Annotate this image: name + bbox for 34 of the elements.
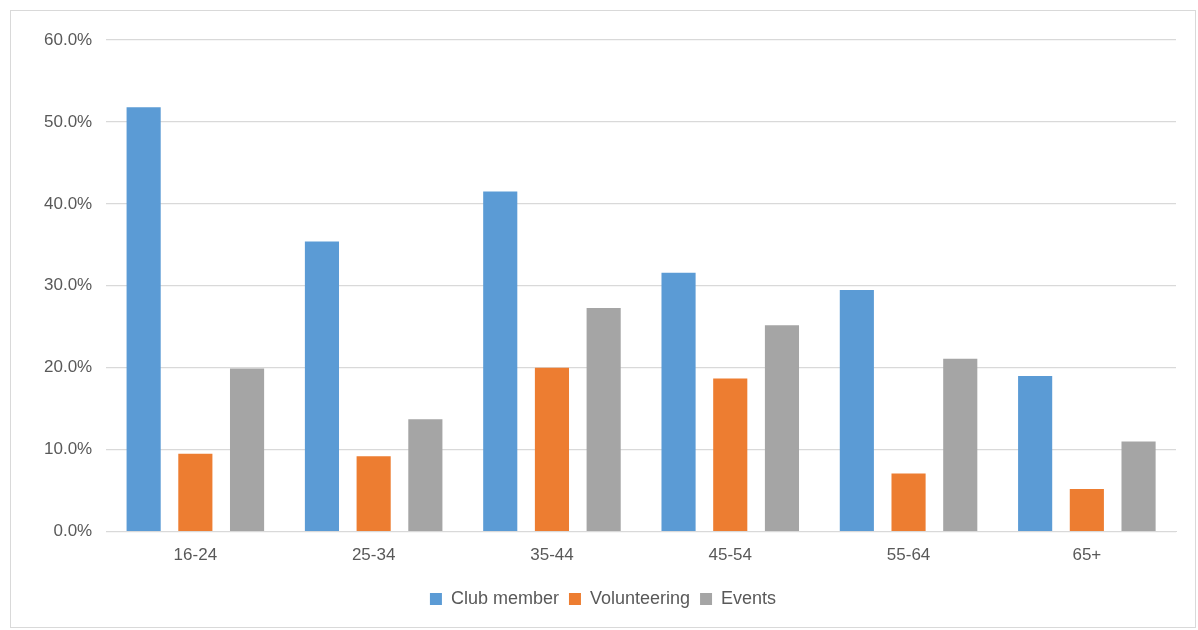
bar: [586, 307, 621, 531]
legend-label: Volunteering: [589, 587, 691, 608]
bar: [839, 289, 874, 531]
bar: [1121, 441, 1156, 531]
legend-label: Events: [721, 587, 777, 608]
bar: [356, 456, 391, 531]
bar: [178, 453, 213, 531]
bar: [713, 378, 748, 531]
bar: [764, 325, 800, 531]
legend-label: Club member: [450, 587, 559, 608]
bar: [1018, 375, 1053, 531]
x-tick-label: 65+: [1072, 545, 1102, 565]
bar: [1069, 489, 1104, 531]
y-tick-label: 30.0%: [44, 275, 93, 295]
x-tick-label: 35-44: [530, 545, 574, 565]
bar: [661, 272, 696, 531]
y-tick-label: 10.0%: [44, 439, 93, 459]
bar: [408, 419, 443, 531]
y-tick-label: 20.0%: [44, 357, 93, 377]
bar: [230, 368, 265, 531]
x-tick-label: 25-34: [351, 545, 396, 565]
y-tick-label: 50.0%: [44, 111, 93, 131]
bar: [304, 241, 340, 531]
y-tick-label: 0.0%: [53, 521, 93, 541]
bar: [943, 358, 978, 531]
x-tick-label: 55-64: [886, 545, 931, 565]
y-tick-label: 60.0%: [44, 29, 93, 49]
x-tick-label: 45-54: [708, 545, 752, 565]
x-tick-label: 16-24: [173, 545, 218, 565]
bar: [891, 473, 926, 531]
bar: [126, 107, 161, 531]
bar: [534, 367, 570, 531]
y-tick-label: 40.0%: [44, 193, 93, 213]
bar: [483, 191, 518, 531]
